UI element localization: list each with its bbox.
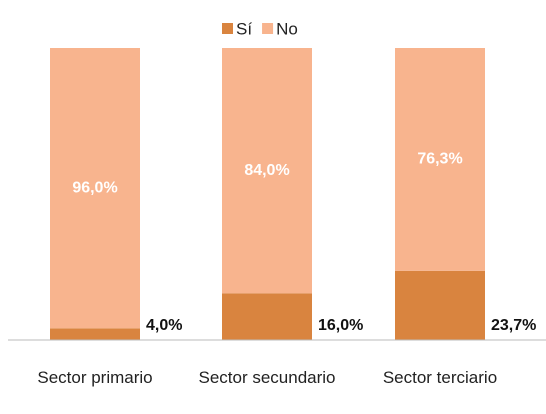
data-label: 23,7% — [491, 317, 536, 334]
bar-segment — [222, 293, 312, 340]
bar-segment — [50, 48, 140, 329]
data-label: 96,0% — [72, 179, 117, 196]
legend-swatch — [222, 23, 233, 34]
legend-label: Sí — [236, 19, 252, 38]
data-label: 4,0% — [146, 317, 182, 334]
x-tick-label: Sector terciario — [382, 368, 498, 387]
bar-segment — [395, 48, 485, 271]
bar-segment — [222, 48, 312, 294]
data-label: 76,3% — [417, 151, 462, 168]
data-label: 84,0% — [244, 162, 289, 179]
data-label: 16,0% — [318, 317, 363, 334]
legend-label: No — [276, 19, 298, 38]
x-tick-label: Sector primario — [37, 368, 153, 387]
x-tick-label: Sector secundario — [198, 368, 336, 387]
legend-swatch — [262, 23, 274, 34]
bar-segment — [50, 328, 140, 340]
bar-segment — [395, 270, 485, 340]
